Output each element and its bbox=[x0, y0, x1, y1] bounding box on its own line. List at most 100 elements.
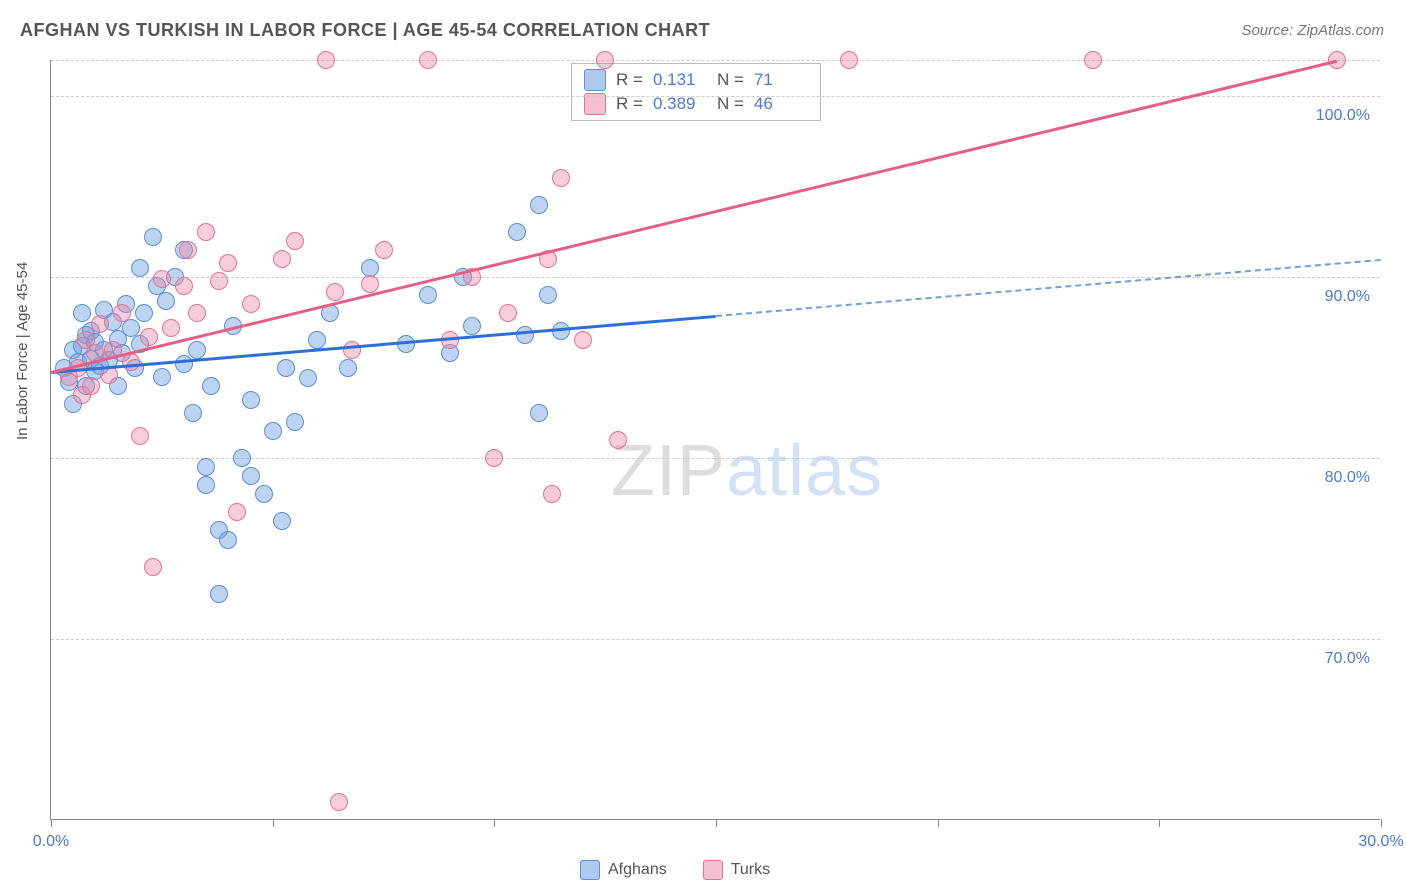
x-tick bbox=[1381, 819, 1382, 827]
gridline bbox=[51, 60, 1380, 61]
data-point bbox=[188, 341, 206, 359]
data-point bbox=[188, 304, 206, 322]
legend-swatch-pink-icon bbox=[703, 860, 723, 880]
data-point bbox=[530, 196, 548, 214]
x-tick-label: 30.0% bbox=[1358, 833, 1403, 851]
data-point bbox=[264, 422, 282, 440]
data-point bbox=[552, 169, 570, 187]
data-point bbox=[286, 413, 304, 431]
data-point bbox=[131, 259, 149, 277]
data-point bbox=[197, 476, 215, 494]
data-point bbox=[419, 51, 437, 69]
y-tick-label: 90.0% bbox=[1325, 288, 1370, 306]
data-point bbox=[574, 331, 592, 349]
source-label: Source: ZipAtlas.com bbox=[1241, 22, 1384, 39]
data-point bbox=[308, 331, 326, 349]
data-point bbox=[326, 283, 344, 301]
data-point bbox=[375, 241, 393, 259]
stats-legend: R = 0.131 N = 71 R = 0.389 N = 46 bbox=[571, 63, 821, 121]
x-tick bbox=[716, 819, 717, 827]
data-point bbox=[144, 558, 162, 576]
legend-swatch-blue-icon bbox=[584, 69, 606, 91]
data-point bbox=[113, 304, 131, 322]
plot-area: ZIPatlas R = 0.131 N = 71 R = 0.389 N = … bbox=[50, 60, 1380, 820]
data-point bbox=[286, 232, 304, 250]
data-point bbox=[197, 458, 215, 476]
data-point bbox=[343, 341, 361, 359]
data-point bbox=[153, 270, 171, 288]
watermark-atlas: atlas bbox=[726, 431, 883, 511]
data-point bbox=[153, 368, 171, 386]
data-point bbox=[273, 512, 291, 530]
watermark-zip: ZIP bbox=[611, 431, 726, 511]
data-point bbox=[543, 485, 561, 503]
data-point bbox=[135, 304, 153, 322]
data-point bbox=[273, 250, 291, 268]
data-point bbox=[82, 377, 100, 395]
data-point bbox=[157, 292, 175, 310]
x-tick bbox=[1159, 819, 1160, 827]
data-point bbox=[242, 295, 260, 313]
legend-label: Turks bbox=[731, 861, 770, 879]
bottom-legend: Afghans Turks bbox=[580, 860, 770, 880]
data-point bbox=[609, 431, 627, 449]
data-point bbox=[175, 355, 193, 373]
data-point bbox=[162, 319, 180, 337]
data-point bbox=[255, 485, 273, 503]
y-axis-label: In Labor Force | Age 45-54 bbox=[14, 262, 31, 440]
x-tick-label: 0.0% bbox=[33, 833, 69, 851]
x-tick bbox=[494, 819, 495, 827]
data-point bbox=[499, 304, 517, 322]
data-point bbox=[140, 328, 158, 346]
data-point bbox=[339, 359, 357, 377]
data-point bbox=[233, 449, 251, 467]
r-label: R = bbox=[616, 70, 643, 90]
stats-legend-row: R = 0.131 N = 71 bbox=[584, 68, 808, 92]
data-point bbox=[219, 531, 237, 549]
x-tick bbox=[273, 819, 274, 827]
data-point bbox=[1328, 51, 1346, 69]
data-point bbox=[184, 404, 202, 422]
data-point bbox=[419, 286, 437, 304]
data-point bbox=[91, 315, 109, 333]
data-point bbox=[596, 51, 614, 69]
data-point bbox=[463, 317, 481, 335]
data-point bbox=[228, 503, 246, 521]
n-value: 71 bbox=[754, 70, 808, 90]
n-label: N = bbox=[717, 70, 744, 90]
data-point bbox=[242, 391, 260, 409]
data-point bbox=[317, 51, 335, 69]
gridline bbox=[51, 639, 1380, 640]
data-point bbox=[210, 272, 228, 290]
data-point bbox=[73, 304, 91, 322]
chart-container: AFGHAN VS TURKISH IN LABOR FORCE | AGE 4… bbox=[0, 0, 1406, 892]
legend-item-afghans: Afghans bbox=[580, 860, 667, 880]
data-point bbox=[516, 326, 534, 344]
data-point bbox=[175, 277, 193, 295]
x-tick bbox=[938, 819, 939, 827]
data-point bbox=[242, 467, 260, 485]
legend-swatch-blue-icon bbox=[580, 860, 600, 880]
data-point bbox=[330, 793, 348, 811]
data-point bbox=[840, 51, 858, 69]
y-tick-label: 100.0% bbox=[1316, 107, 1370, 125]
data-point bbox=[179, 241, 197, 259]
watermark: ZIPatlas bbox=[611, 430, 883, 512]
x-tick bbox=[51, 819, 52, 827]
data-point bbox=[131, 427, 149, 445]
legend-item-turks: Turks bbox=[703, 860, 770, 880]
legend-label: Afghans bbox=[608, 861, 667, 879]
data-point bbox=[530, 404, 548, 422]
data-point bbox=[508, 223, 526, 241]
y-tick-label: 80.0% bbox=[1325, 469, 1370, 487]
data-point bbox=[299, 369, 317, 387]
data-point bbox=[485, 449, 503, 467]
chart-title: AFGHAN VS TURKISH IN LABOR FORCE | AGE 4… bbox=[20, 20, 710, 41]
data-point bbox=[361, 275, 379, 293]
data-point bbox=[539, 286, 557, 304]
trend-line bbox=[716, 259, 1381, 317]
data-point bbox=[277, 359, 295, 377]
data-point bbox=[1084, 51, 1102, 69]
data-point bbox=[202, 377, 220, 395]
data-point bbox=[197, 223, 215, 241]
